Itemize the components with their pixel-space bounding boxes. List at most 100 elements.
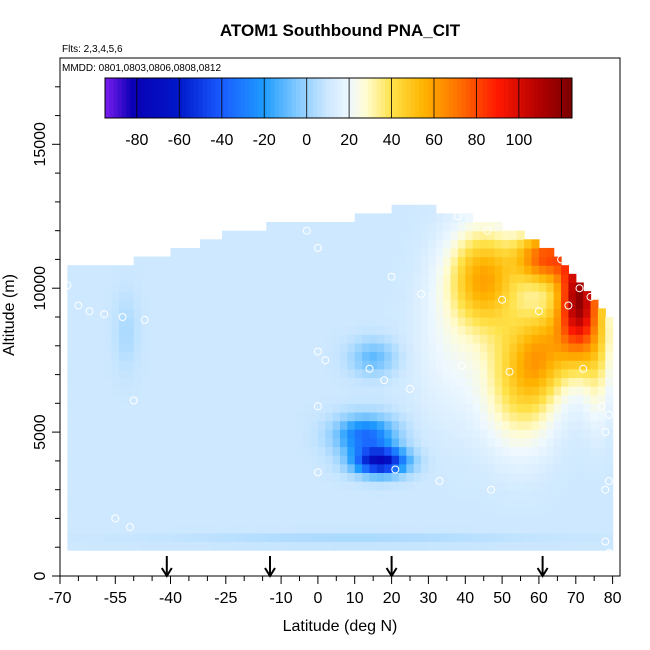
heat-cell: [325, 351, 334, 361]
heat-cell: [96, 420, 105, 430]
y-tick-label: 0: [32, 571, 49, 580]
heat-cell: [605, 524, 614, 534]
heat-cell: [531, 481, 540, 491]
colorbar-segment: [440, 78, 446, 118]
heat-cell: [597, 489, 606, 499]
heat-cell: [185, 524, 194, 534]
heat-cell: [67, 351, 76, 361]
heat-cell: [509, 299, 518, 309]
x-tick-label: 60: [530, 590, 548, 607]
heat-cell: [251, 342, 260, 353]
heat-cell: [480, 273, 488, 284]
heat-cell: [133, 472, 142, 482]
heat-cell: [222, 386, 231, 396]
heat-cell: [347, 325, 356, 335]
heat-cell: [406, 463, 415, 473]
heat-cell: [362, 222, 371, 232]
heat-cell: [126, 282, 135, 292]
heat-cell: [214, 437, 223, 448]
heat-cell: [524, 273, 533, 284]
heat-cell: [89, 299, 98, 309]
heat-cell: [428, 515, 437, 525]
heat-cell: [273, 463, 282, 473]
colorbar-segment: [563, 78, 569, 118]
heat-cell: [443, 541, 452, 551]
heat-cell: [384, 498, 393, 508]
heat-cell: [111, 317, 120, 327]
heat-cell: [82, 489, 91, 499]
colorbar-segment: [274, 78, 280, 118]
sample-point: [557, 255, 566, 264]
heat-cell: [340, 317, 348, 327]
heat-cell: [546, 506, 555, 517]
heat-cell: [406, 334, 415, 344]
heat-cell: [89, 342, 98, 353]
heat-cell: [406, 351, 415, 361]
heat-cell: [214, 334, 223, 344]
heat-cell: [561, 386, 570, 396]
heat-cell: [192, 411, 201, 422]
heat-cell: [288, 386, 297, 396]
heat-cell: [104, 317, 113, 327]
heat-cell: [516, 273, 525, 284]
heat-cell: [406, 291, 415, 301]
heat-cell: [516, 299, 525, 309]
colorbar-segment: [461, 78, 467, 118]
heat-cell: [89, 317, 98, 327]
heat-cell: [303, 541, 312, 551]
sample-point: [321, 356, 330, 365]
colorbar-segment: [194, 78, 199, 118]
heat-cell: [597, 455, 606, 465]
heat-cell: [502, 515, 511, 525]
heat-cell: [170, 351, 179, 361]
heat-cell: [538, 386, 547, 396]
heat-cell: [317, 463, 326, 473]
heat-cell: [332, 368, 341, 379]
heat-cell: [480, 299, 488, 309]
heat-cell: [583, 411, 592, 422]
heat-cell: [487, 489, 496, 499]
heat-cell: [575, 463, 584, 473]
heat-cell: [170, 541, 179, 551]
heat-cell: [480, 463, 488, 473]
heat-cell: [310, 455, 319, 465]
heat-cell: [531, 489, 540, 499]
heat-cell: [457, 334, 466, 344]
heat-cell: [605, 394, 614, 404]
heat-cell: [89, 446, 98, 456]
heat-cell: [553, 282, 562, 292]
heat-cell: [222, 247, 231, 258]
heat-cell: [133, 403, 142, 413]
heat-cell: [583, 481, 592, 491]
heat-cell: [369, 437, 378, 448]
heat-cell: [457, 472, 466, 482]
heat-cell: [502, 429, 511, 439]
heat-cell: [104, 455, 113, 465]
heat-cell: [325, 498, 334, 508]
heat-cell: [295, 489, 304, 499]
heat-cell: [561, 420, 570, 430]
heat-cell: [325, 230, 334, 240]
heat-cell: [303, 265, 312, 275]
heat-cell: [200, 299, 208, 309]
heat-cell: [450, 524, 459, 534]
heat-cell: [229, 524, 238, 534]
heat-cell: [354, 532, 363, 543]
heat-cell: [457, 239, 466, 249]
heat-cell: [524, 481, 533, 491]
heat-cell: [185, 265, 194, 275]
heat-cell: [118, 455, 127, 465]
heat-cell: [590, 394, 599, 404]
heat-cell: [192, 403, 201, 413]
heat-cell: [155, 489, 164, 499]
heat-cell: [428, 222, 437, 232]
heat-cell: [229, 541, 238, 551]
heat-cell: [229, 308, 238, 318]
heat-cell: [310, 515, 319, 525]
heat-cell: [494, 308, 503, 318]
heat-cell: [207, 446, 216, 456]
heat-cell: [96, 291, 105, 301]
heat-cell: [126, 325, 135, 335]
heat-cell: [435, 334, 444, 344]
heat-cell: [281, 386, 290, 396]
